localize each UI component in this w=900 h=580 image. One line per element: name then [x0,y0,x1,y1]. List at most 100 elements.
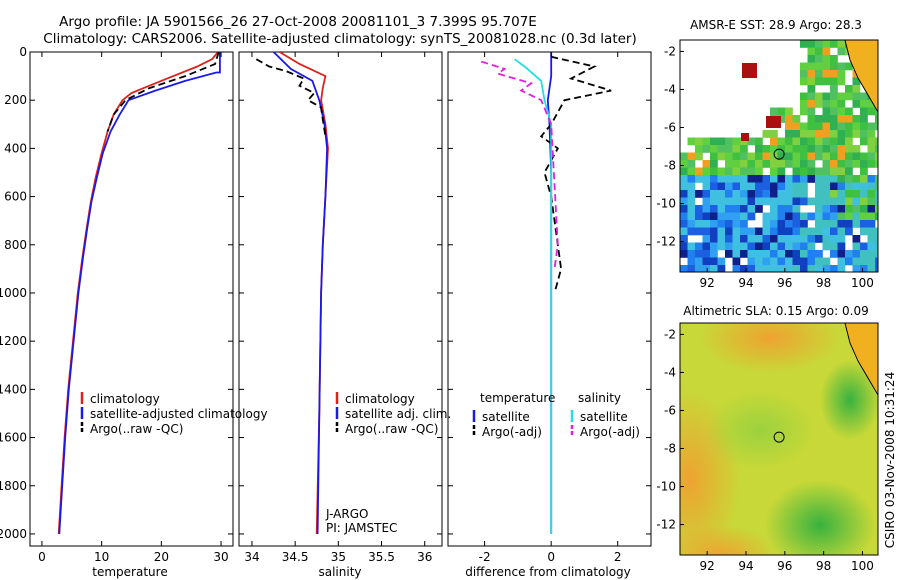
sst-cell [837,182,846,191]
sst-cell [695,167,703,176]
sst-cell [837,130,846,138]
sst-cell [785,220,793,228]
sst-cell [830,137,838,146]
sst-cell [687,167,696,176]
sst-cell [740,167,748,176]
sst-cell [875,152,878,161]
sst-cell [800,190,808,198]
sst-cell [867,242,876,251]
salinity-xtick-label: 35.5 [368,550,395,564]
sst-cell [807,212,816,221]
sla-green-east [820,360,878,440]
sst-cell [785,265,793,272]
sst-cell [860,257,868,266]
sst-cell [680,235,688,243]
temperature-legend-label: Argo(..raw -QC) [90,422,183,436]
sst-cell [785,137,793,146]
sla-ytick-label: -2 [664,327,676,341]
sst-cell [860,167,868,176]
sst-cell [762,242,771,251]
sst-cell [740,242,748,251]
difference-xlabel: difference from climatology [465,565,631,579]
sst-cell [680,250,688,258]
sst-cell [845,182,853,191]
sst-cell [702,265,711,272]
sst-hot-cell [742,63,757,78]
sst-cell [860,115,868,123]
sst-cell [875,242,878,251]
sst-cell [717,152,726,161]
sst-cell [755,205,763,213]
sst-cell [687,227,696,236]
sst-cell [815,257,823,266]
sla-warm-north [700,323,840,373]
salinity-lines [255,52,329,535]
temperature-ytick-label: 1800 [0,479,27,493]
sst-cell [710,145,718,153]
sst-cell [852,242,861,251]
sst-cell [785,190,793,198]
sst-cell [830,122,838,131]
sst-cell [770,107,778,116]
sst-cell [800,250,808,258]
sst-cell [680,205,688,213]
sst-cell [837,122,846,131]
sst-cell [777,175,786,183]
sst-cell [837,92,846,101]
sst-cell [822,145,831,153]
sst-cell [732,167,741,176]
sst-cell [777,205,786,213]
sst-cell [792,197,801,206]
difference-series-3 [481,60,559,270]
sst-cell [755,242,763,251]
sst-cell [807,145,816,153]
sla-xtick-label: 94 [738,559,753,573]
sst-cell [702,167,711,176]
sst-cell [740,152,748,161]
sst-cell [807,62,816,71]
sst-cell [852,115,861,123]
sst-cell [830,197,838,206]
temperature-xtick-label: 10 [94,550,109,564]
difference-legend-title-1: salinity [578,391,621,405]
sst-cell [702,250,711,258]
sst-cell [740,160,748,168]
sst-cell [800,152,808,161]
sst-cell [860,160,868,168]
sst-cell [695,190,703,198]
sst-cell [837,205,846,213]
sla-x-ticks: 92 94 96 98 100 [700,551,874,573]
sst-cell [755,257,763,266]
sst-cell [732,145,741,153]
sst-cell [867,130,876,138]
sst-cell [710,137,718,146]
sst-cell [852,122,861,131]
sst-cell [837,145,846,153]
sla-light-center [705,390,815,470]
sst-xtick-label: 96 [777,276,792,290]
sst-cell [687,220,696,228]
sst-cell [702,145,711,153]
sst-cell [837,212,846,221]
sst-cell [710,250,718,258]
sst-cell [792,220,801,228]
sst-cell [785,122,793,131]
sst-cell [800,265,808,272]
sst-cell [800,77,808,86]
sst-cell [732,220,741,228]
sst-cell [725,197,733,206]
sst-cell [822,242,831,251]
sst-cell [860,175,868,183]
sst-cell [807,85,816,93]
sst-cell [680,190,688,198]
sst-cell [845,190,853,198]
sst-cell [792,227,801,236]
sst-cell [822,197,831,206]
sst-cell [815,190,823,198]
temperature-y-ticks: 0 200 400 600 800 1000 1200 1400 1600 1800 2000 [0,45,233,541]
sst-cell [762,152,771,161]
sst-cell [755,235,763,243]
sst-cell [725,175,733,183]
sla-ytick-label: -8 [664,442,676,456]
sst-cell [702,212,711,221]
